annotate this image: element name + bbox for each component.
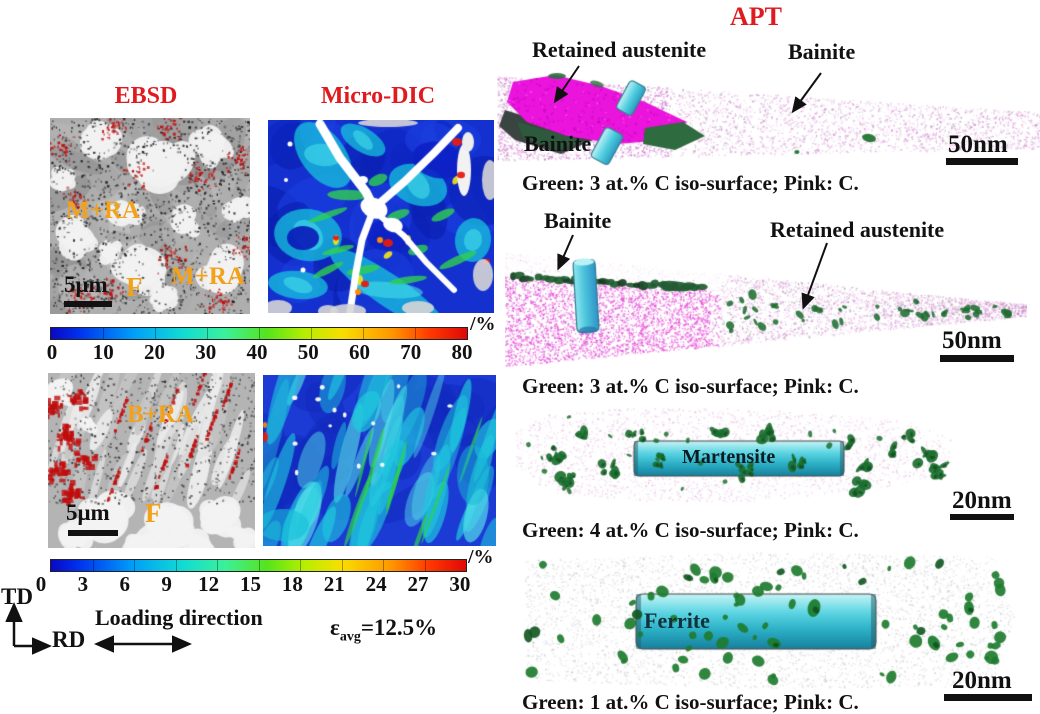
tick-label: 30 bbox=[195, 340, 217, 364]
axis-label-td: TD bbox=[1, 584, 33, 609]
scale-bar-apt-2 bbox=[940, 355, 1014, 362]
scale-bar-label-ebsd-1: 5μm bbox=[64, 272, 108, 297]
panel1-retained-austenite-label: Retained austenite bbox=[532, 37, 707, 62]
average-strain-value: εavg=12.5% bbox=[330, 615, 438, 645]
colorbar-2-ticks: 0 3 6 9 12 15 18 21 24 27 30 bbox=[24, 572, 477, 597]
micro-dic-column-title: Micro-DIC bbox=[320, 83, 436, 109]
micro-dic-strain-map-1 bbox=[268, 120, 494, 313]
tick-label: 70 bbox=[400, 340, 422, 364]
tick-label: 30 bbox=[449, 572, 471, 596]
tick-label: 9 bbox=[161, 572, 172, 596]
apt-tip-3 bbox=[507, 400, 957, 512]
region-label-b-ra: B+RA bbox=[127, 401, 195, 428]
epsilon-symbol: ε bbox=[330, 615, 340, 640]
tick-label: 60 bbox=[349, 340, 370, 364]
tick-label: 21 bbox=[323, 572, 345, 596]
scale-bar-ebsd-1 bbox=[64, 301, 112, 307]
colorbar-2-unit: /% bbox=[468, 546, 494, 568]
epsilon-subscript: avg bbox=[339, 629, 361, 645]
tick-label: 15 bbox=[239, 572, 261, 596]
micro-dic-strain-map-2 bbox=[263, 375, 496, 546]
colorbar-1-unit: /% bbox=[470, 313, 496, 335]
axis-label-rd: RD bbox=[52, 627, 86, 652]
tick-label: 20 bbox=[144, 340, 165, 364]
region-label-ferrite-2: F bbox=[145, 498, 162, 528]
tick-label: 80 bbox=[451, 340, 473, 364]
panel3-caption: Green: 4 at.% C iso-surface; Pink: C. bbox=[522, 518, 859, 542]
scale-bar-ebsd-2 bbox=[68, 530, 118, 536]
panel4-caption: Green: 1 at.% C iso-surface; Pink: C. bbox=[522, 690, 859, 714]
tick-label: 6 bbox=[119, 572, 131, 596]
apt-tip-4 bbox=[514, 548, 1019, 693]
tick-label: 40 bbox=[246, 340, 268, 364]
ebsd-column-title: EBSD bbox=[114, 83, 178, 109]
scale-bar-label-ebsd-2: 5μm bbox=[66, 500, 110, 525]
apt-column-title: APT bbox=[730, 2, 782, 31]
strain-number: =12.5% bbox=[360, 615, 438, 640]
tick-label: 50 bbox=[297, 340, 319, 364]
ebsd-micrograph-1 bbox=[50, 118, 250, 314]
scale-bar-apt-1 bbox=[946, 158, 1018, 165]
panel1-bainite-inline-label: Bainite bbox=[524, 131, 592, 156]
scale-bar-label-apt-3: 20nm bbox=[952, 487, 1012, 514]
apt-tip-2 bbox=[505, 248, 1027, 370]
apt-tip-1 bbox=[497, 70, 1040, 170]
scale-bar-apt-3 bbox=[950, 514, 1014, 520]
panel2-bainite-label: Bainite bbox=[544, 208, 612, 233]
strain-colorbar-1 bbox=[50, 327, 468, 340]
tick-label: 27 bbox=[407, 572, 429, 596]
scale-bar-label-apt-2: 50nm bbox=[942, 327, 1002, 354]
region-label-m-ra-2: M+RA bbox=[171, 263, 245, 290]
panel1-caption: Green: 3 at.% C iso-surface; Pink: C. bbox=[522, 171, 859, 195]
tick-label: 3 bbox=[77, 572, 89, 596]
colorbar-1-ticks: 0 10 20 30 40 50 60 70 80 bbox=[35, 340, 479, 365]
tick-label: 24 bbox=[365, 572, 387, 596]
ebsd-micrograph-2 bbox=[48, 373, 255, 548]
panel1-bainite-top-label: Bainite bbox=[788, 39, 856, 64]
region-label-m-ra-1: M+RA bbox=[66, 197, 140, 224]
panel2-caption: Green: 3 at.% C iso-surface; Pink: C. bbox=[522, 374, 859, 398]
scale-bar-apt-4 bbox=[944, 694, 1032, 701]
panel4-cylinder-label: Ferrite bbox=[644, 608, 710, 633]
tick-label: 0 bbox=[35, 572, 47, 596]
scale-bar-label-apt-1: 50nm bbox=[948, 131, 1008, 158]
tick-label: 12 bbox=[198, 572, 220, 596]
panel3-cylinder-label: Martensite bbox=[682, 446, 776, 468]
tick-label: 18 bbox=[281, 572, 303, 596]
scale-bar-label-apt-4: 20nm bbox=[952, 667, 1012, 694]
region-label-ferrite-1: F bbox=[126, 272, 143, 302]
loading-direction-label: Loading direction bbox=[95, 605, 263, 630]
tick-label: 0 bbox=[46, 340, 58, 364]
panel2-retained-austenite-label: Retained austenite bbox=[770, 217, 945, 242]
strain-colorbar-2 bbox=[50, 559, 467, 572]
tick-label: 10 bbox=[92, 340, 114, 364]
